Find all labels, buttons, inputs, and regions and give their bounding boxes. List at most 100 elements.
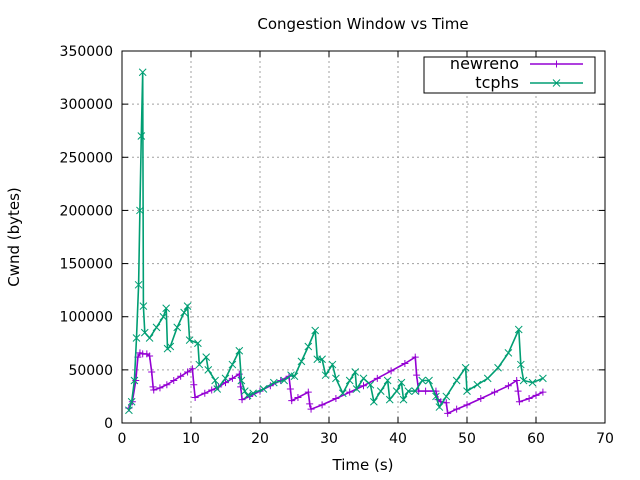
tcphs-point <box>311 326 320 335</box>
tcphs-point <box>211 376 220 385</box>
tcphs-point <box>280 376 289 385</box>
newreno-point <box>504 382 512 390</box>
tcphs-point <box>369 397 378 406</box>
tcphs-point <box>528 378 537 387</box>
newreno-point <box>514 387 522 395</box>
tcphs-point <box>152 323 161 332</box>
tcphs-point <box>514 325 523 334</box>
newreno-point <box>304 388 312 396</box>
tcphs-point <box>442 392 451 401</box>
series-layer <box>125 68 547 417</box>
tcphs-point <box>345 376 354 385</box>
x-tick-label: 20 <box>251 431 269 447</box>
newreno-point <box>149 383 157 391</box>
newreno-point <box>444 409 452 417</box>
tcphs-point <box>383 376 392 385</box>
newreno-point <box>294 393 302 401</box>
y-tick-label: 200000 <box>60 203 113 219</box>
y-tick-label: 0 <box>104 416 113 432</box>
tcphs-point <box>473 380 482 389</box>
newreno-point <box>318 401 326 409</box>
tcphs-point <box>399 395 408 404</box>
tcphs-point <box>304 342 313 351</box>
tcphs-point <box>213 385 222 393</box>
tcphs-point <box>180 308 188 317</box>
x-tick-label: 10 <box>182 431 200 447</box>
tcphs-point <box>290 372 299 381</box>
tcphs-point <box>392 387 401 395</box>
tcphs-point <box>425 376 433 385</box>
newreno-point <box>401 359 409 367</box>
tcphs-point <box>418 376 427 385</box>
tcphs-point <box>235 346 244 355</box>
tcphs-point <box>297 357 306 366</box>
newreno-point <box>150 386 158 394</box>
tcphs-point <box>237 376 246 385</box>
tcphs-point <box>351 368 360 376</box>
newreno-point <box>525 395 533 403</box>
legend-label-newreno: newreno <box>450 54 519 73</box>
y-axis-title: Cwnd (bytes) <box>5 187 23 287</box>
tcphs-point <box>162 304 171 313</box>
newreno-point <box>415 387 423 395</box>
tcphs-point <box>366 380 375 389</box>
tcphs-point <box>243 391 252 400</box>
newreno-point <box>177 372 185 380</box>
newreno-point <box>491 388 499 396</box>
tcphs-point <box>228 360 237 369</box>
newreno-point <box>306 400 314 408</box>
series-newreno <box>125 349 547 417</box>
x-axis-title: Time (s) <box>332 456 394 474</box>
newreno-point <box>332 395 340 403</box>
ticks: 0 10 20 30 40 50 60 70 0 50000 100000 150000 200000 2… <box>60 44 614 447</box>
newreno-point <box>208 386 216 394</box>
legend-label-tcphs: tcphs <box>475 73 519 92</box>
newreno-point <box>190 381 198 389</box>
newreno-point <box>156 384 164 392</box>
tcphs-point <box>494 363 502 372</box>
tcphs-point <box>269 378 278 387</box>
plot-frame <box>121 50 606 424</box>
newreno-point <box>188 365 196 373</box>
tcphs-point <box>461 363 470 372</box>
tcphs-point <box>328 360 337 369</box>
newreno-point <box>532 391 540 399</box>
y-tick-label: 300000 <box>60 97 113 113</box>
tcphs-point <box>185 336 194 344</box>
tcphs-point <box>516 360 525 369</box>
tcphs-point <box>159 312 168 321</box>
x-tick-label: 70 <box>596 431 614 447</box>
newreno-point <box>477 395 485 403</box>
newreno-point <box>539 388 547 396</box>
tcphs-point <box>145 334 154 342</box>
tcphs-point <box>136 206 144 215</box>
newreno-point <box>387 367 395 375</box>
tcphs-point <box>332 374 340 383</box>
newreno-point <box>307 405 315 413</box>
tcphs-point <box>318 355 326 364</box>
x-tick-label: 0 <box>118 431 127 447</box>
newreno-point <box>148 368 156 376</box>
tcphs-point <box>359 374 368 383</box>
newreno-point <box>238 396 246 404</box>
tcphs-point <box>183 302 192 310</box>
tcphs-point <box>204 366 213 374</box>
newreno-point <box>463 401 471 409</box>
y-tick-label: 250000 <box>60 150 113 166</box>
tcphs-point <box>195 360 204 369</box>
tcphs-point <box>432 392 440 401</box>
tcphs-point <box>137 132 146 140</box>
chart-title: Congestion Window vs Time <box>257 15 468 33</box>
newreno-point <box>442 399 450 407</box>
tcphs-point <box>249 389 257 398</box>
x-tick-label: 60 <box>527 431 545 447</box>
newreno-point <box>288 397 296 405</box>
newreno-point <box>453 405 461 413</box>
newreno-point <box>373 374 381 382</box>
x-tick-label: 40 <box>389 431 407 447</box>
tcphs-point <box>519 376 528 385</box>
tcphs-point <box>134 280 143 289</box>
tcphs-point <box>130 376 139 385</box>
